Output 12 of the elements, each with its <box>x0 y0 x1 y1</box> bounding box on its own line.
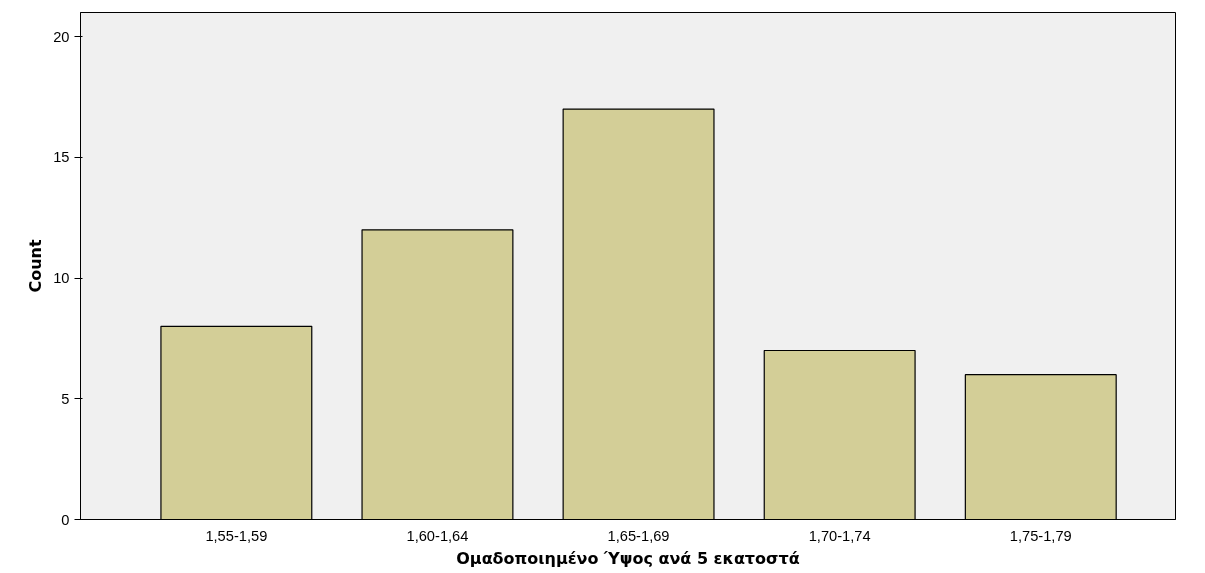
x-tick-label: 1,60-1,64 <box>406 527 469 544</box>
y-tick-label: 0 <box>61 511 70 528</box>
y-tick-label: 15 <box>53 149 70 166</box>
x-tick-label: 1,70-1,74 <box>808 527 871 544</box>
x-axis-title: Ομαδοποιημένο Ύψος ανά 5 εκατοστά <box>456 548 800 568</box>
y-tick-label: 20 <box>53 28 70 45</box>
y-tick-label: 10 <box>53 270 70 287</box>
x-tick-label: 1,75-1,79 <box>1009 527 1072 544</box>
y-tick-label: 5 <box>61 390 70 407</box>
x-tick-label: 1,65-1,69 <box>607 527 670 544</box>
x-tick-label: 1,55-1,59 <box>205 527 268 544</box>
y-axis-title: Count <box>26 239 46 293</box>
